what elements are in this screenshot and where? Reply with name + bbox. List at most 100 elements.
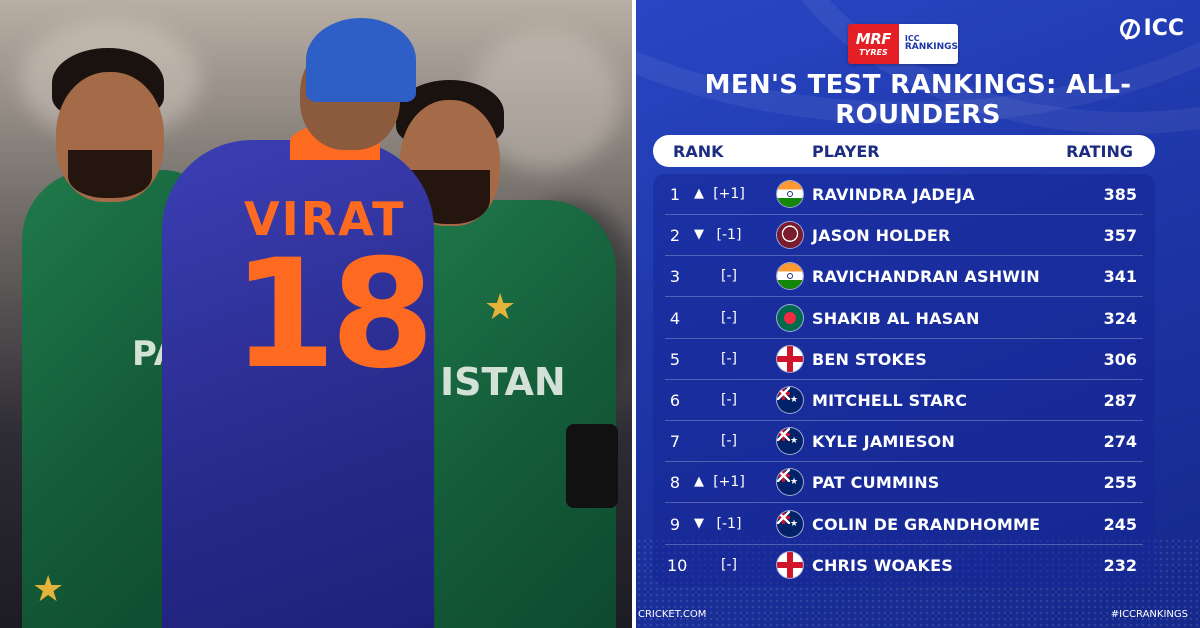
icc-rankings-line2: RANKINGS xyxy=(904,42,958,53)
rank-number: 7 xyxy=(669,432,681,452)
jersey-number: 18 xyxy=(232,228,435,402)
table-header: RANK PLAYER RATING xyxy=(653,135,1155,167)
header-player: PLAYER xyxy=(812,142,880,161)
rank-change: [-] xyxy=(721,392,737,408)
icc-logo-text: ICC xyxy=(1143,16,1184,41)
rank-number: 2 xyxy=(669,226,681,246)
rankings-panel: MRF TYRES ICC RANKINGS ICC MEN'S TEST RA… xyxy=(636,0,1200,628)
row-divider xyxy=(665,337,1143,339)
table-row: 10 [-] CHRIS WOAKES 232 xyxy=(653,545,1155,586)
player-name: KYLE JAMIESON xyxy=(812,432,955,452)
divider xyxy=(632,0,636,628)
player-name: SHAKIB AL HASAN xyxy=(812,308,980,328)
row-divider xyxy=(665,420,1143,421)
row-divider xyxy=(665,543,1143,545)
mrf-logo-subtext: TYRES xyxy=(859,47,888,57)
flag-new-zealand-icon xyxy=(777,428,803,455)
row-divider xyxy=(665,461,1143,463)
table-row: 2 ▼ [-1] JASON HOLDER 357 xyxy=(653,215,1155,257)
table-row: 5 [-] BEN STOKES 306 xyxy=(653,339,1155,380)
source-credit: CRICKET.COM xyxy=(638,609,707,620)
row-divider xyxy=(665,255,1143,257)
rank-change: [-1] xyxy=(716,515,742,532)
rank-number: 4 xyxy=(669,308,681,328)
player-rating: 306 xyxy=(1103,349,1137,369)
player-name: JASON HOLDER xyxy=(812,226,951,246)
player-rating: 324 xyxy=(1103,308,1137,328)
player-name: RAVINDRA JADEJA xyxy=(812,185,975,204)
row-divider xyxy=(665,214,1143,215)
player-rating: 232 xyxy=(1103,555,1137,575)
flag-england-icon xyxy=(777,345,803,372)
rank-number: 6 xyxy=(669,391,681,410)
mrf-logo: MRF TYRES xyxy=(848,24,899,64)
rank-change: [-] xyxy=(721,556,737,573)
table-row: 8 ▲ [+1] PAT CUMMINS 255 xyxy=(653,462,1155,504)
flag-west-indies-icon xyxy=(777,222,803,249)
rankings-table: 1 ▲ [+1] RAVINDRA JADEJA 385 2 ▼ [-1] JASON HOLD… xyxy=(653,174,1155,586)
row-divider xyxy=(665,296,1143,298)
rank-number: 8 xyxy=(669,473,681,493)
rank-change: [-] xyxy=(721,268,737,285)
flag-india-icon xyxy=(777,263,803,290)
player-rating: 357 xyxy=(1103,226,1137,246)
table-row: 3 [-] RAVICHANDRAN ASHWIN 341 xyxy=(653,256,1155,298)
rank-change: [-] xyxy=(721,309,737,326)
player-rating: 385 xyxy=(1103,185,1137,204)
flag-australia-icon xyxy=(777,469,803,496)
rank-number: 1 xyxy=(669,185,681,204)
player-rating: 274 xyxy=(1103,432,1137,452)
rank-change: [-] xyxy=(721,350,737,367)
player-name: RAVICHANDRAN ASHWIN xyxy=(812,267,1040,287)
player-name: BEN STOKES xyxy=(812,349,927,369)
player-rating: 245 xyxy=(1103,514,1137,534)
icc-rankings-logo: ICC RANKINGS xyxy=(898,24,958,64)
player-name: CHRIS WOAKES xyxy=(812,555,953,575)
players-photo: PA ★ ISTAN ★ VIRAT 18 xyxy=(0,0,632,628)
rank-number: 3 xyxy=(669,267,681,287)
blue-jersey xyxy=(162,140,434,628)
player-rating: 287 xyxy=(1103,391,1137,410)
mrf-logo-text: MRF xyxy=(855,29,892,48)
flag-bangladesh-icon xyxy=(777,304,803,331)
rank-number: 9 xyxy=(669,514,681,534)
arrow-up-icon: ▲ xyxy=(694,186,704,201)
table-row: 9 ▼ [-1] COLIN DE GRANDHOMME 245 xyxy=(653,504,1155,545)
player-name: MITCHELL STARC xyxy=(812,391,968,410)
flag-england-icon xyxy=(777,551,803,578)
arrow-down-icon: ▼ xyxy=(694,515,704,531)
player-rating: 341 xyxy=(1103,267,1137,287)
player-name: COLIN DE GRANDHOMME xyxy=(812,514,1041,534)
table-row: 4 [-] SHAKIB AL HASAN 324 xyxy=(653,298,1155,339)
star-icon: ★ xyxy=(32,569,65,610)
player-name: PAT CUMMINS xyxy=(812,473,940,493)
arrow-up-icon: ▲ xyxy=(694,474,704,490)
cap xyxy=(306,18,416,102)
rank-change: [-] xyxy=(721,433,737,450)
row-divider xyxy=(665,378,1143,380)
rank-change: [+1] xyxy=(713,186,745,202)
page-title: MEN'S TEST RANKINGS: ALL-ROUNDERS xyxy=(704,70,1132,130)
wrist-band xyxy=(566,424,618,508)
table-row: 6 [-] MITCHELL STARC 287 xyxy=(653,380,1155,421)
flag-new-zealand-icon xyxy=(777,510,803,537)
cricket-ball-icon xyxy=(1119,18,1140,39)
star-icon: ★ xyxy=(484,287,517,328)
header-rank: RANK xyxy=(673,142,724,161)
arrow-down-icon: ▼ xyxy=(694,227,704,243)
jersey-name: VIRAT xyxy=(244,192,406,246)
icc-logo: ICC xyxy=(1119,16,1184,41)
shirt-text-right: ISTAN xyxy=(440,360,566,404)
table-row: 7 [-] KYLE JAMIESON 274 xyxy=(653,421,1155,463)
rank-change: [+1] xyxy=(713,474,745,491)
rank-number: 5 xyxy=(669,349,681,369)
flag-india-icon xyxy=(777,181,803,207)
table-row: 1 ▲ [+1] RAVINDRA JADEJA 385 xyxy=(653,174,1155,215)
beard xyxy=(68,150,152,198)
header-rating: RATING xyxy=(1066,142,1133,161)
player-rating: 255 xyxy=(1103,473,1137,493)
hashtag: #ICCRANKINGS xyxy=(1110,609,1188,620)
row-divider xyxy=(665,502,1143,504)
flag-australia-icon xyxy=(777,387,803,413)
